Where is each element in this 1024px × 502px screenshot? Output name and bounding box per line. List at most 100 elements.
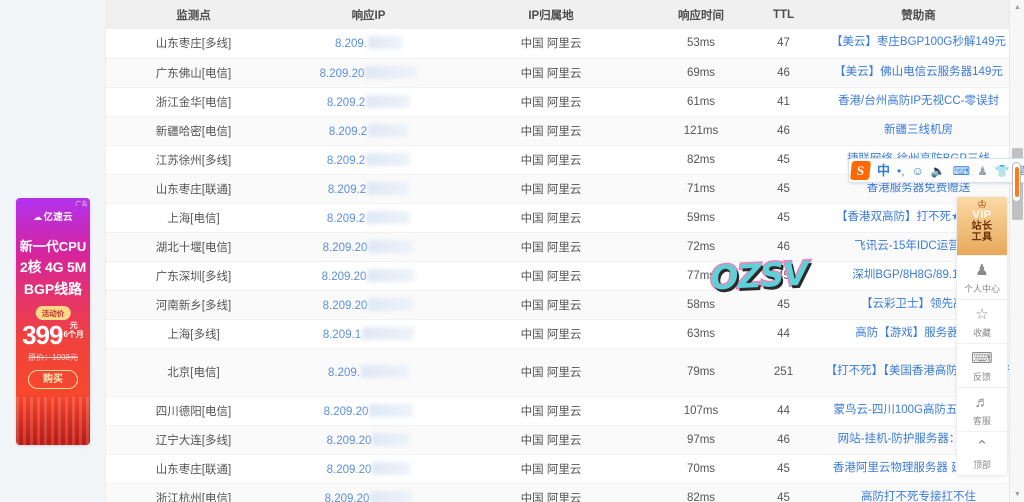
table-row[interactable]: 上海[多线] 8.209.1 中国 阿里云 63ms 44 高防【游戏】服务器专区 bbox=[106, 319, 1024, 349]
ip-link[interactable]: 8.209. bbox=[335, 38, 367, 51]
ip-link[interactable]: 8.209.20 bbox=[322, 241, 368, 254]
sponsor-link[interactable]: 深圳BGP/8H8G/89.1元/月 bbox=[852, 268, 985, 281]
cell-sponsor[interactable]: 新疆三线机房 bbox=[811, 116, 1024, 146]
sponsor-link[interactable]: 【美云】枣庄BGP100G秒解149元 bbox=[830, 36, 1007, 49]
table-row[interactable]: 四川德阳[电信] 8.209.20 中国 阿里云 107ms 44 蒙鸟云-四川100G高… bbox=[106, 396, 1024, 426]
ip-link[interactable]: 8.209.20 bbox=[322, 299, 368, 312]
redacted-ip-block bbox=[362, 326, 415, 340]
cell-sponsor[interactable]: 【美云】佛山电信云服务器149元 bbox=[811, 58, 1024, 88]
cell-node: 浙江金华[电信] bbox=[106, 87, 281, 117]
ip-link[interactable]: 8.209.1 bbox=[322, 328, 362, 341]
sponsor-link[interactable]: 飞讯云-15年IDC运营商！ bbox=[854, 239, 983, 252]
table-row[interactable]: 山东枣庄[多线] 8.209. 中国 阿里云 53ms 47 【美云】枣庄BGP100G秒… bbox=[106, 29, 1024, 59]
ad-buy-button[interactable]: 购买 bbox=[28, 370, 78, 389]
ip-link[interactable]: 8.209.2 bbox=[327, 183, 367, 196]
skin-icon[interactable]: 👕 bbox=[994, 163, 1010, 178]
table-row[interactable]: 山东枣庄[联通] 8.209.20 中国 阿里云 70ms 45 香港阿里云物理服务器 延… bbox=[106, 454, 1024, 484]
cell-node: 新疆哈密[电信] bbox=[106, 116, 281, 146]
sponsor-link[interactable]: 【美云】佛山电信云服务器149元 bbox=[834, 65, 1003, 78]
table-row[interactable]: 广东佛山[电信] 8.209.20 中国 阿里云 69ms 46 【美云】佛山电信云服务器… bbox=[106, 58, 1024, 88]
table-row[interactable]: 浙江杭州[电信] 8.209.20 中国 阿里云 82ms 45 高防打不死专接扛不住 bbox=[106, 483, 1024, 502]
cell-ip[interactable]: 8.209.2 bbox=[281, 87, 456, 117]
table-row[interactable]: 辽宁大连[多线] 8.209.20 中国 阿里云 97ms 46 网站-挂机-防护服务器：… bbox=[106, 425, 1024, 455]
cell-ttl: 45 bbox=[756, 145, 811, 175]
rail-item-support[interactable]: ♬ 客服 bbox=[957, 387, 1007, 431]
table-row[interactable]: 河南新乡[多线] 8.209.20 中国 阿里云 58ms 45 【云彩卫士】领先高防 bbox=[106, 290, 1024, 320]
cell-ip[interactable]: 8.209.2 bbox=[281, 174, 456, 204]
sponsor-link[interactable]: 高防打不死专接扛不住 bbox=[861, 490, 976, 502]
cell-ttl: 41 bbox=[756, 87, 811, 117]
ip-link[interactable]: 8.209.2 bbox=[326, 212, 366, 225]
column-header-sponsor[interactable]: 赞助商 bbox=[811, 0, 1024, 29]
ip-link[interactable]: 8.209.20 bbox=[324, 492, 370, 502]
column-header-node[interactable]: 监测点 bbox=[106, 0, 281, 29]
emoji-icon[interactable]: ☺ bbox=[911, 163, 924, 178]
table-row[interactable]: 浙江金华[电信] 8.209.2 中国 阿里云 61ms 41 香港/台州高防IP无视CC… bbox=[106, 87, 1024, 117]
user-account-icon[interactable]: ♟ bbox=[977, 163, 988, 178]
ip-link[interactable]: 8.209.2 bbox=[328, 125, 368, 138]
ip-link[interactable]: 8.209.20 bbox=[321, 270, 367, 283]
column-header-ip[interactable]: 响应IP bbox=[281, 0, 456, 29]
ip-link[interactable]: 8.209.2 bbox=[326, 96, 366, 109]
cell-ip[interactable]: 8.209.20 bbox=[281, 232, 456, 262]
cell-sponsor[interactable]: 【美云】枣庄BGP100G秒解149元 bbox=[811, 29, 1024, 59]
table-row[interactable]: 上海[电信] 8.209.2 中国 阿里云 59ms 45 【香港双高防】打不死★无视CC bbox=[106, 203, 1024, 233]
cell-ip[interactable]: 8.209.20 bbox=[281, 425, 456, 455]
vip-badge-button[interactable]: ♔ VIP 站长 工具 bbox=[957, 197, 1007, 255]
punctuation-icon[interactable]: •, bbox=[897, 163, 905, 178]
voice-input-icon[interactable]: 🔈 bbox=[930, 163, 946, 178]
cell-ip[interactable]: 8.209.20 bbox=[281, 483, 456, 502]
table-row[interactable]: 广东深圳[多线] 8.209.20 中国 阿里云 77ms 45 深圳BGP/8H8G/8… bbox=[106, 261, 1024, 291]
browser-scrollbar[interactable]: ▲ ▼ bbox=[1009, 0, 1024, 502]
cell-node: 四川德阳[电信] bbox=[106, 396, 281, 426]
rail-item-user-center[interactable]: ♟ 个人中心 bbox=[957, 255, 1007, 299]
ip-link[interactable]: 8.209. bbox=[328, 367, 360, 379]
rail-item-back-to-top[interactable]: ⌃ 顶部 bbox=[957, 431, 1007, 475]
ip-link[interactable]: 8.209.20 bbox=[323, 405, 369, 418]
rail-item-favorites[interactable]: ☆ 收藏 bbox=[957, 299, 1007, 343]
advertisement-banner[interactable]: 广告 ☁亿速云 新一代CPU 2核 4G 5M BGP线路 活动价 399 元 6个… bbox=[16, 198, 90, 445]
sponsor-link[interactable]: 新疆三线机房 bbox=[884, 123, 953, 136]
column-header-time[interactable]: 响应时间 bbox=[646, 0, 756, 29]
chinese-mode-icon[interactable]: 中 bbox=[877, 163, 891, 178]
table-row[interactable]: 新疆哈密[电信] 8.209.2 中国 阿里云 121ms 46 新疆三线机房 bbox=[106, 116, 1024, 146]
column-header-location[interactable]: IP归属地 bbox=[456, 0, 646, 29]
column-header-ttl[interactable]: TTL bbox=[756, 0, 811, 29]
cell-sponsor[interactable]: 高防打不死专接扛不住 bbox=[811, 483, 1024, 502]
rail-item-feedback[interactable]: ⌨ 反馈 bbox=[957, 343, 1007, 387]
soft-keyboard-icon[interactable]: ⌨ bbox=[952, 163, 971, 178]
cell-ip[interactable]: 8.209.20 bbox=[281, 454, 456, 484]
cell-ip[interactable]: 8.209. bbox=[281, 29, 456, 59]
ime-slider[interactable] bbox=[1012, 162, 1021, 202]
sponsor-link[interactable]: 高防【游戏】服务器专区 bbox=[855, 326, 982, 339]
cell-ip[interactable]: 8.209.2 bbox=[281, 145, 456, 175]
ip-link[interactable]: 8.209.2 bbox=[326, 154, 366, 167]
redacted-ip-block bbox=[365, 65, 418, 79]
sponsor-link[interactable]: 【云彩卫士】领先高防 bbox=[861, 297, 976, 310]
table-row[interactable]: 北京[电信] 8.209. 中国 阿里云 79ms 251 【打不死】【美国香港高防】网站… bbox=[106, 348, 1024, 397]
cell-response-time: 58ms bbox=[646, 290, 756, 320]
cell-ip[interactable]: 8.209.1 bbox=[281, 319, 456, 349]
scrollbar-down-arrow-icon[interactable]: ▼ bbox=[1014, 491, 1021, 498]
table-row[interactable]: 湖北十堰[电信] 8.209.20 中国 阿里云 72ms 46 飞讯云-15年IDC运营… bbox=[106, 232, 1024, 262]
ip-link[interactable]: 8.209.20 bbox=[326, 434, 372, 447]
cell-ip[interactable]: 8.209.20 bbox=[281, 58, 456, 88]
cell-ip[interactable]: 8.209.2 bbox=[281, 203, 456, 233]
ip-link[interactable]: 8.209.20 bbox=[319, 67, 365, 80]
sponsor-link[interactable]: 香港服务器免费赠送 bbox=[866, 181, 971, 194]
scrollbar-up-arrow-icon[interactable]: ▲ bbox=[1014, 4, 1021, 11]
sogou-logo-icon[interactable]: S bbox=[850, 161, 871, 180]
cell-node: 广东佛山[电信] bbox=[106, 58, 281, 88]
cell-ip[interactable]: 8.209.20 bbox=[281, 290, 456, 320]
cell-node: 浙江杭州[电信] bbox=[106, 483, 281, 502]
cell-ip[interactable]: 8.209.20 bbox=[281, 261, 456, 291]
cell-ip[interactable]: 8.209. bbox=[281, 348, 456, 397]
cell-ip[interactable]: 8.209.2 bbox=[281, 116, 456, 146]
cell-sponsor[interactable]: 香港/台州高防IP无视CC-零误封 bbox=[811, 87, 1024, 117]
ime-slider-thumb[interactable] bbox=[1015, 167, 1019, 197]
ip-link[interactable]: 8.209.20 bbox=[326, 463, 372, 476]
cell-ip[interactable]: 8.209.20 bbox=[281, 396, 456, 426]
redacted-ip-block bbox=[369, 403, 414, 417]
cell-location: 中国 阿里云 bbox=[456, 396, 646, 426]
sponsor-link[interactable]: 香港/台州高防IP无视CC-零误封 bbox=[838, 94, 999, 107]
